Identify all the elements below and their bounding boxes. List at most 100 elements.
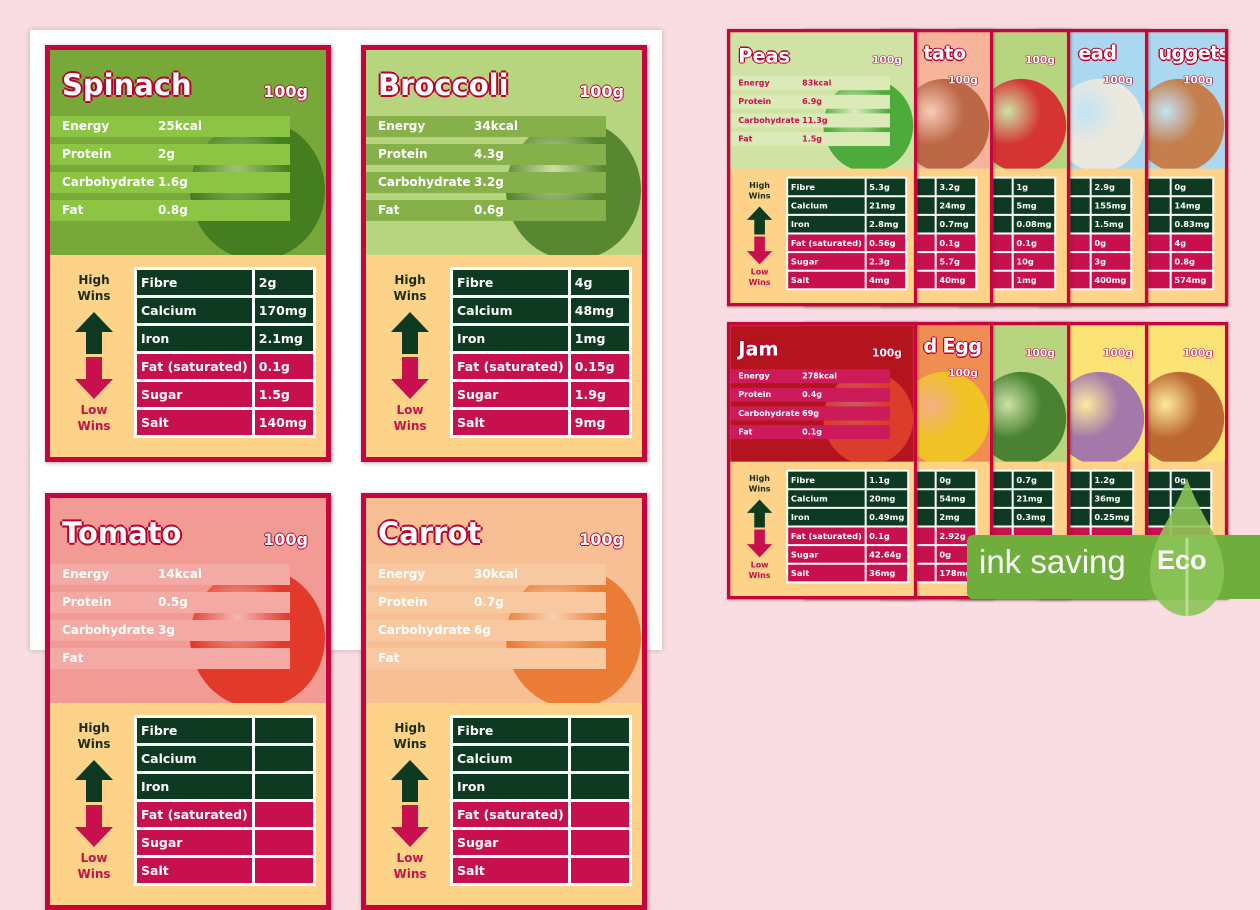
stat-value: 1g [1013,178,1055,196]
stats-row: Calcium 48mg [453,298,629,323]
nutrient-row: Protein 6.9g [730,94,890,109]
stat-value: 48mg [570,298,629,323]
nutrient-row: Fat 1.5g [730,132,890,147]
card-weight: 100g [1025,53,1055,67]
stat-label: Fibre [788,471,865,489]
stat-label: Sugar [788,546,865,563]
stat-value: 0.7g [1013,471,1053,489]
nutrient-value: 1.6g [158,175,188,189]
nutrient-label: Fat [738,427,753,437]
food-card[interactable]: Energy 34kcal Protein 4.3g Carbohydrate 3.2g F… [361,45,647,462]
food-card[interactable]: Energy 30kcal Protein 0.7g Carbohydrate 6g Fat… [361,493,647,910]
stats-row: Iron 1mg [453,326,629,351]
low-wins-label: Low Wins [393,851,427,881]
stat-label: Salt [137,410,252,435]
stat-value [570,746,629,771]
stat-value [570,774,629,799]
stat-label: Iron [788,215,865,233]
up-arrow-icon [746,499,773,528]
card-title: Broccoli [378,68,509,102]
stat-label: Sugar [453,830,568,855]
food-card[interactable]: Energy 278kcal Protein 0.4g Carbohydrate 69g F… [727,322,918,600]
stat-label: Fat (saturated) [453,802,568,827]
nutrient-label: Protein [378,595,428,609]
nutrient-value: 6.9g [802,96,823,107]
stat-value: 9mg [570,410,629,435]
stat-value: 0g [1171,178,1213,196]
nutrient-label: Energy [62,119,110,133]
card-image-area: Energy 14kcal Protein 0.5g Carbohydrate 3g Fat… [50,498,326,703]
stat-value: 20mg [866,490,907,507]
stats-row: Salt [137,858,313,883]
nutrient-value: 83kcal [802,78,832,88]
stat-value: 2.9g [1091,178,1131,196]
stat-value: 2.92g [936,527,976,545]
stats-row: Salt 9mg [453,410,629,435]
food-card[interactable]: Energy 83kcal Protein 6.9g Carbohydrate 11.3g… [727,29,918,307]
stat-value: 0g [1171,471,1211,489]
up-arrow-icon [391,760,429,802]
stat-label: Calcium [788,490,865,507]
card-weight: 100g [872,53,902,67]
food-card[interactable]: Energy 25kcal Protein 2g Carbohydrate 1.6g Fat… [45,45,331,462]
stat-value: 155mg [1091,197,1131,214]
nutrient-row: Protein 2g [50,144,290,165]
low-wins-label: Low Wins [77,851,111,881]
stat-value: 21mg [866,197,906,214]
nutrient-label: Protein [62,147,112,161]
stat-value [254,802,313,827]
stat-label: Fibre [453,718,568,743]
stats-row: Sugar 1.9g [453,382,629,407]
stat-value: 5.7g [936,253,976,270]
nutrient-value: 69g [802,408,819,418]
stat-label: Calcium [788,197,865,214]
stat-label: Fibre [453,270,568,295]
nutrient-label: Protein [62,595,112,609]
stat-value: 2g [254,270,313,295]
stat-label: Sugar [788,253,865,270]
nutrient-label: Fat [378,651,400,665]
stat-value: 2.1mg [254,326,313,351]
stat-label: Sugar [453,382,568,407]
card-title: Jam [738,337,779,360]
food-card[interactable]: Energy 14kcal Protein 0.5g Carbohydrate 3g Fat… [45,493,331,910]
stats-row: Fat (saturated) [137,802,313,827]
stats-table: Fibre 4g Calcium 48mg Iron 1mg Fat (saturated)… [450,267,632,438]
stat-label: Calcium [453,746,568,771]
card-weight: 100g [948,73,978,87]
eco-label: Eco [1157,545,1207,575]
stat-value: 0.1g [936,234,976,252]
stats-row: Fat (saturated) 0.1g [137,354,313,379]
stat-value: 14mg [1171,197,1213,214]
stats-table: Fibre 1.1g Calcium 20mg Iron 0.49mg Fat (satur… [786,469,909,584]
stat-value: 0.1g [254,354,313,379]
stat-value: 0.08mg [1013,215,1055,233]
stat-value [254,718,313,743]
nutrient-value: 4.3g [474,147,504,161]
nutrient-label: Energy [738,78,770,88]
stats-row: Fibre [453,718,629,743]
stats-row: Fibre 2g [137,270,313,295]
card-weight: 100g [1025,346,1055,360]
down-arrow-icon [75,357,113,399]
nutrient-label: Carbohydrate [62,623,155,637]
nutrient-value: 3.2g [474,175,504,189]
nutrient-row: Protein 0.7g [366,592,606,613]
stat-value [570,858,629,883]
card-title: tato [923,41,966,65]
stat-value: 0.83mg [1171,215,1213,233]
stat-label: Fat (saturated) [788,234,865,252]
stats-row: Iron 2.1mg [137,326,313,351]
nutrient-label: Carbohydrate [62,175,155,189]
nutrient-row: Carbohydrate 3.2g [366,172,606,193]
stat-value: 1.1g [866,471,907,489]
stats-row: Salt 4mg [788,271,906,289]
stat-value: 0.56g [866,234,906,252]
stat-value [254,774,313,799]
stat-label: Calcium [137,298,252,323]
nutrient-row: Carbohydrate 11.3g [730,113,890,128]
nutrient-value: 0.1g [802,427,823,437]
stat-value: 5mg [1013,197,1055,214]
card-image-area: Energy 83kcal Protein 6.9g Carbohydrate 11.3g… [730,32,914,169]
stats-row: Calcium 170mg [137,298,313,323]
